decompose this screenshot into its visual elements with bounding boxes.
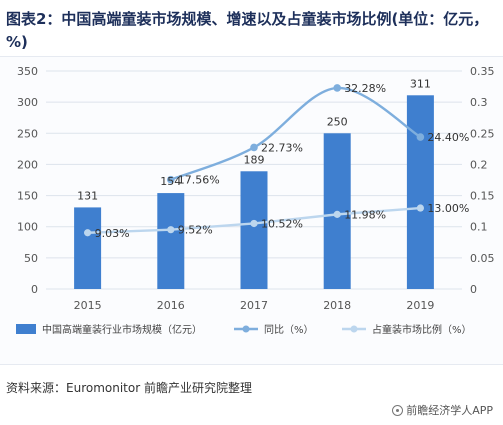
x-tick-label: 2016 [157, 299, 185, 312]
legend-label-share: 占童装市场比例（%） [372, 323, 472, 336]
share-value-label: 10.52% [261, 217, 303, 230]
y-left-tick-label: 250 [17, 127, 38, 140]
growth-point [333, 84, 342, 92]
legend-swatch-bar [16, 324, 36, 334]
share-point [333, 210, 341, 218]
bar-value-label: 250 [327, 115, 348, 128]
y-right-tick-label: 0.15 [470, 190, 495, 203]
growth-value-label: 17.56% [178, 174, 220, 187]
y-right-tick-label: 0.1 [470, 221, 488, 234]
growth-point [250, 143, 258, 152]
x-tick-label: 2019 [406, 299, 434, 312]
share-point [250, 219, 258, 228]
y-right-tick-label: 0.05 [470, 252, 495, 265]
growth-line [170, 86, 422, 181]
share-point [84, 229, 92, 237]
y-left-tick-label: 350 [17, 65, 38, 78]
y-right-tick-label: 0 [470, 283, 477, 296]
legend-marker-share [350, 325, 358, 333]
share-value-label: 11.98% [344, 208, 386, 221]
legend-marker-growth [242, 325, 250, 333]
logo-icon [392, 404, 404, 416]
share-value-label: 13.00% [427, 202, 469, 215]
share-value-label: 9.03% [95, 227, 130, 240]
growth-value-label: 24.40% [427, 131, 469, 144]
combo-chart: 0 0 50 0.05 100 0.1 150 0.15 200 0.2 250 0.25 300 0.3… [16, 65, 495, 336]
share-point [416, 204, 424, 212]
y-left-tick-label: 150 [17, 190, 38, 203]
share-point [167, 226, 175, 234]
watermark-text: 前瞻经济学人APP [406, 404, 493, 417]
growth-point [416, 133, 425, 141]
bar-value-label: 311 [410, 77, 431, 90]
share-value-label: 9.52% [178, 224, 213, 237]
growth-point [167, 175, 175, 184]
bar-value-label: 154 [160, 175, 181, 188]
x-tick-label: 2017 [240, 299, 268, 312]
chart-title: 图表2：中国高端童装市场规模、增速以及占童装市场比例(单位：亿元，%) [6, 10, 489, 51]
y-left-tick-label: 0 [31, 283, 38, 296]
y-right-tick-label: 0.35 [470, 65, 495, 78]
bar-value-label: 189 [244, 153, 265, 166]
watermark: 前瞻经济学人APP [392, 402, 493, 418]
growth-value-label: 32.28% [344, 82, 386, 95]
y-left-tick-label: 100 [17, 221, 38, 234]
x-tick-label: 2018 [323, 299, 351, 312]
chart-area: 0 0 50 0.05 100 0.1 150 0.15 200 0.2 250 0.25 300 0.3… [0, 56, 503, 365]
y-left-tick-label: 300 [17, 96, 38, 109]
bar [406, 95, 434, 289]
y-left-tick-label: 200 [17, 158, 38, 171]
y-right-tick-label: 0.25 [470, 127, 495, 140]
bar [74, 207, 102, 289]
legend-label-bar: 中国高端童装行业市场规模（亿元） [42, 323, 202, 336]
bar-value-label: 131 [77, 189, 98, 202]
growth-value-label: 22.73% [261, 141, 303, 154]
x-tick-label: 2015 [74, 299, 102, 312]
y-right-tick-label: 0.3 [470, 96, 488, 109]
y-left-tick-label: 50 [24, 252, 38, 265]
bar [157, 193, 185, 289]
y-right-tick-label: 0.2 [470, 158, 488, 171]
legend-label-growth: 同比（%） [264, 324, 314, 336]
source-note: 资料来源：Euromonitor 前瞻产业研究院整理 [6, 381, 252, 395]
bar [240, 171, 268, 289]
